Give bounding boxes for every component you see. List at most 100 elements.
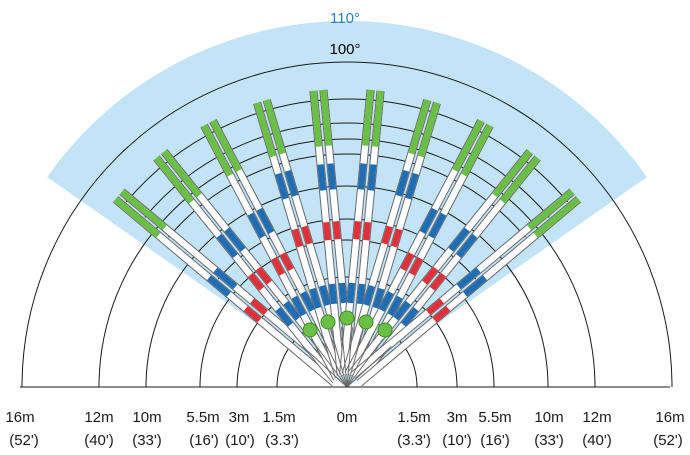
blue-segment-left: [247, 212, 266, 239]
scale-right-16m: 16m: [655, 409, 684, 426]
near-blue-segment-right: [372, 287, 385, 309]
green-segment-right: [210, 119, 242, 172]
blue-segment-left: [456, 267, 481, 290]
green-segment-left: [113, 196, 161, 238]
red-segment-left: [422, 266, 439, 285]
blue-segment-left: [357, 163, 367, 190]
detection-beam-10: [350, 188, 582, 387]
blue-segment-right: [284, 170, 299, 197]
near-blue-segment-left: [291, 295, 307, 317]
green-segment-right: [500, 155, 541, 204]
green-segment-left: [310, 90, 322, 147]
red-segment-right: [301, 225, 313, 245]
green-segment-right: [417, 101, 440, 158]
blue-segment-right: [256, 207, 275, 234]
origin-ray-1: [302, 346, 348, 388]
outer-angle-label: 110°: [330, 10, 360, 27]
scale-right-5-5m-ft: (16'): [480, 432, 510, 449]
origin-ray-5: [341, 327, 348, 388]
near-blue-segment-right: [319, 285, 331, 306]
coverage-fan: [47, 20, 647, 387]
scale-right-5-5m: 5.5m: [478, 409, 511, 426]
green-segment-left: [362, 89, 374, 146]
blue-segment-left: [395, 170, 410, 197]
range-arc-10m: [145, 185, 549, 388]
green-segment-right: [372, 90, 384, 147]
blue-segment-left: [216, 233, 238, 259]
scale-left-16m: 16m: [5, 409, 34, 426]
origin-ray-7: [346, 329, 364, 388]
scale-left-5-5m: 5.5m: [186, 409, 219, 426]
green-segment-right: [320, 89, 332, 146]
green-segment-left: [527, 189, 575, 230]
blue-segment-left: [317, 164, 327, 191]
origin-ray-3: [319, 332, 348, 388]
near-blue-segment-right: [300, 291, 316, 312]
green-segment-left: [408, 99, 431, 155]
green-segment-right: [461, 124, 493, 177]
near-blue-segment-left: [275, 307, 293, 327]
near-blue-segment-right: [356, 283, 366, 305]
scale-left-12m: 12m: [84, 409, 113, 426]
inner-range-arc-3: [144, 122, 550, 218]
inner-range-arc-2: [168, 153, 526, 238]
red-segment-right: [391, 228, 403, 248]
scale-right-10m-ft: (33'): [534, 432, 564, 449]
green-segment-right: [533, 196, 581, 238]
blue-segment-left: [419, 207, 438, 234]
red-segment-right: [429, 272, 447, 291]
green-segment-left: [452, 119, 484, 172]
red-segment-left: [381, 225, 393, 245]
origin-ray-9: [346, 338, 384, 388]
red-segment-right: [409, 256, 423, 276]
near-zone-dot-2: [320, 314, 336, 330]
blue-segment-right: [327, 163, 337, 190]
near-blue-segment-left: [393, 300, 411, 321]
near-blue-segment-right: [387, 295, 403, 317]
scale-right-12m-ft: (40'): [582, 432, 612, 449]
scale-right-10m: 10m: [534, 409, 563, 426]
red-segment-right: [250, 298, 268, 315]
scale-left-10m-ft: (33'): [132, 432, 162, 449]
near-blue-segment-left: [309, 287, 322, 309]
origin-ray-2: [310, 338, 348, 388]
scale-left-16m-ft: (52'): [9, 432, 39, 449]
red-segment-left: [426, 298, 444, 315]
coverage-fan-110: [47, 20, 647, 387]
scale-left-1-5m: 1.5m: [262, 409, 295, 426]
range-arc-100deg: [125, 98, 569, 203]
near-blue-segment-right: [338, 282, 348, 304]
scale-right-12m: 12m: [582, 409, 611, 426]
scale-left-1-5m-ft: (3.3'): [265, 432, 299, 449]
red-segment-left: [247, 272, 265, 291]
blue-segment-right: [428, 212, 447, 239]
range-arc-3m: [236, 276, 458, 388]
range-arc-16m: [21, 61, 673, 388]
red-segment-right: [432, 306, 451, 323]
green-segment-left: [254, 101, 277, 158]
near-zone-dot-4: [358, 314, 374, 330]
near-zone-dot-1: [302, 322, 318, 338]
scale-right-3m: 3m: [447, 409, 468, 426]
range-arc-12m: [98, 138, 596, 388]
green-segment-right: [263, 99, 286, 155]
range-arcs: [21, 61, 673, 388]
detection-beams: [112, 89, 582, 388]
blue-segment-right: [405, 172, 419, 200]
inner-angle-label: 100°: [329, 41, 360, 58]
red-segment-left: [400, 252, 415, 272]
near-blue-segment-left: [363, 285, 375, 306]
red-segment-right: [332, 220, 341, 240]
red-segment-right: [255, 266, 272, 285]
scale-right-3m-ft: (10'): [442, 432, 472, 449]
near-zone-dot-3: [339, 310, 355, 326]
red-segment-left: [353, 220, 362, 240]
green-segment-left: [201, 124, 233, 177]
near-blue-segment-right: [401, 307, 419, 327]
scale-left-3m-ft: (10'): [225, 432, 255, 449]
scale-right-1-5m-ft: (3.3'): [397, 432, 431, 449]
blue-segment-right: [213, 267, 238, 290]
near-zone-dot-5: [377, 322, 393, 338]
red-segment-left: [291, 228, 303, 248]
